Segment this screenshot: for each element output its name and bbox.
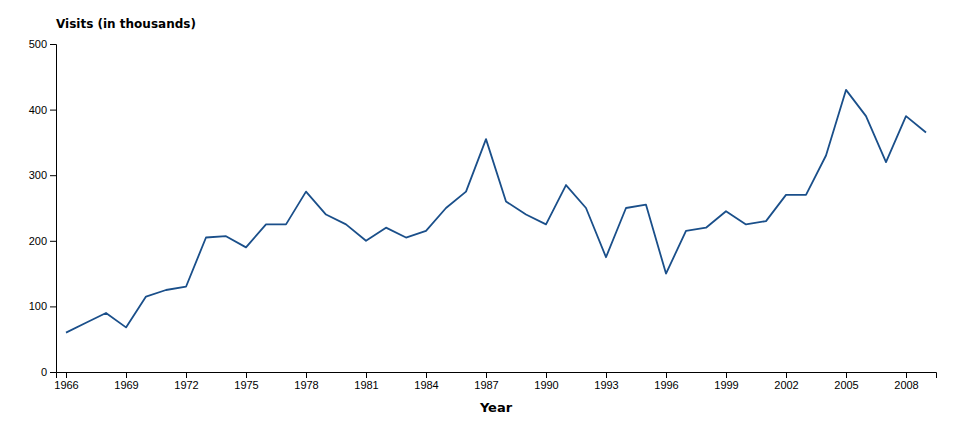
x-axis-tick-label: 1993	[594, 379, 618, 391]
y-axis-tick-label: 0	[41, 366, 47, 378]
x-axis-tick: 1996	[654, 372, 678, 391]
x-axis-tick-label: 1978	[294, 379, 318, 391]
y-axis-tick: 0	[41, 366, 56, 378]
y-axis-tick-mark	[50, 372, 56, 373]
y-axis-tick-label: 100	[29, 300, 47, 312]
y-axis-tick-label: 200	[29, 235, 47, 247]
x-axis-tick-label: 1999	[714, 379, 738, 391]
y-axis-tick-mark	[50, 241, 56, 242]
plot: 1966 1969 1972 1975 1978 1981 1984 1987 1990 1993…	[29, 38, 937, 391]
x-axis-tick-label: 2002	[774, 379, 798, 391]
x-axis-tick-mark	[666, 372, 667, 378]
y-axis-tick-mark	[50, 306, 56, 307]
y-axis-tick-mark	[50, 110, 56, 111]
x-axis-tick: 2005	[834, 372, 858, 391]
x-axis-tick: 1966	[54, 372, 78, 391]
data-line	[66, 90, 926, 333]
chart: 1966 1969 1972 1975 1978 1981 1984 1987 1990 1993…	[0, 0, 960, 424]
x-axis-tick: 1969	[114, 372, 138, 391]
y-axis-tick: 300	[29, 169, 56, 181]
x-axis-tick-label: 1966	[54, 379, 78, 391]
x-axis-tick-mark	[606, 372, 607, 378]
x-axis-tick-mark	[426, 372, 427, 378]
x-axis-line	[57, 373, 937, 379]
x-axis-tick: 1993	[594, 372, 618, 391]
x-axis-tick: 1984	[414, 372, 438, 391]
x-axis-title: Year	[479, 400, 513, 415]
y-axis-tick: 100	[29, 300, 56, 312]
y-axis: 0 100 200 300 400 500	[29, 38, 57, 378]
x-axis-tick-mark	[486, 372, 487, 378]
y-axis-tick: 200	[29, 235, 56, 247]
x-axis-tick: 1999	[714, 372, 738, 391]
x-axis-tick-label: 1969	[114, 379, 138, 391]
x-axis-tick-mark	[846, 372, 847, 378]
x-axis-tick-label: 1996	[654, 379, 678, 391]
x-axis: 1966 1969 1972 1975 1978 1981 1984 1987 1990 1993…	[54, 372, 936, 391]
x-axis-tick-label: 1990	[534, 379, 558, 391]
y-axis-tick-label: 500	[29, 38, 47, 50]
marks	[66, 90, 926, 333]
x-axis-tick-mark	[366, 372, 367, 378]
x-axis-tick-mark	[126, 372, 127, 378]
x-axis-tick-label: 1987	[474, 379, 498, 391]
x-axis-tick: 2002	[774, 372, 798, 391]
y-axis-tick-mark	[50, 175, 56, 176]
x-axis-tick: 1990	[534, 372, 558, 391]
x-axis-tick: 1981	[354, 372, 378, 391]
y-axis-tick: 400	[29, 104, 56, 116]
x-axis-tick-mark	[726, 372, 727, 378]
x-axis-tick: 1978	[294, 372, 318, 391]
x-axis-tick-mark	[906, 372, 907, 378]
x-axis-tick-label: 2005	[834, 379, 858, 391]
x-axis-tick-mark	[546, 372, 547, 378]
y-axis-tick: 500	[29, 38, 56, 50]
x-axis-tick-mark	[786, 372, 787, 378]
x-axis-tick-mark	[186, 372, 187, 378]
x-axis-tick-mark	[66, 372, 67, 378]
x-axis-tick-mark	[246, 372, 247, 378]
x-axis-tick: 1987	[474, 372, 498, 391]
x-axis-tick-label: 2008	[894, 379, 918, 391]
y-axis-line	[50, 45, 57, 373]
x-axis-tick-mark	[306, 372, 307, 378]
x-axis-tick-label: 1981	[354, 379, 378, 391]
x-axis-tick: 2008	[894, 372, 918, 391]
x-axis-tick: 1975	[234, 372, 258, 391]
x-axis-tick-label: 1972	[174, 379, 198, 391]
y-axis-tick-mark	[50, 44, 56, 45]
y-axis-tick-label: 300	[29, 169, 47, 181]
y-axis-title: Visits (in thousands)	[56, 17, 196, 31]
x-axis-tick-label: 1984	[414, 379, 438, 391]
y-axis-tick-label: 400	[29, 104, 47, 116]
x-axis-tick-label: 1975	[234, 379, 258, 391]
x-axis-tick: 1972	[174, 372, 198, 391]
